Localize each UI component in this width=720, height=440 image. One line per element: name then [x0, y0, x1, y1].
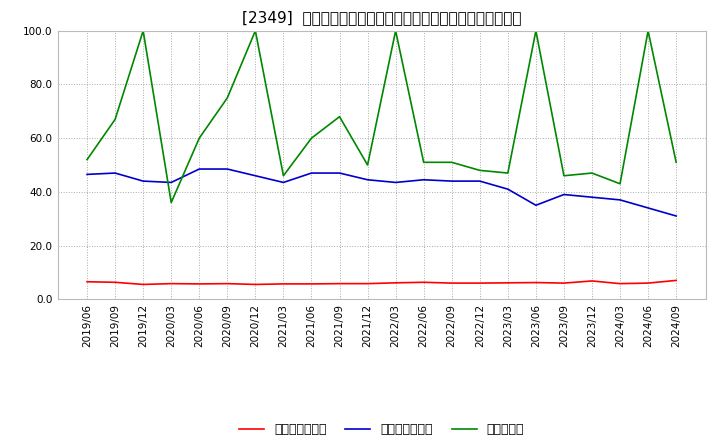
売上債権回転率	[672, 278, 680, 283]
買入債務回転率	[195, 166, 204, 172]
在庫回転率	[251, 28, 260, 33]
買入債務回転率	[139, 179, 148, 184]
買入債務回転率	[251, 173, 260, 178]
在庫回転率	[588, 170, 596, 176]
在庫回転率	[307, 136, 316, 141]
買入債務回転率	[616, 197, 624, 202]
売上債権回転率	[195, 281, 204, 286]
Title: [2349]  売上債権回転率、買入債務回転率、在庫回転率の推移: [2349] 売上債権回転率、買入債務回転率、在庫回転率の推移	[242, 11, 521, 26]
買入債務回転率	[111, 170, 120, 176]
Line: 売上債権回転率: 売上債権回転率	[87, 280, 676, 284]
在庫回転率	[364, 162, 372, 168]
在庫回転率	[475, 168, 484, 173]
買入債務回転率	[588, 194, 596, 200]
売上債権回転率	[447, 280, 456, 286]
売上債権回転率	[251, 282, 260, 287]
在庫回転率	[644, 28, 652, 33]
買入債務回転率	[307, 170, 316, 176]
買入債務回転率	[531, 202, 540, 208]
買入債務回転率	[223, 166, 232, 172]
買入債務回転率	[672, 213, 680, 219]
売上債権回転率	[364, 281, 372, 286]
買入債務回転率	[503, 187, 512, 192]
買入債務回転率	[391, 180, 400, 185]
在庫回転率	[672, 160, 680, 165]
売上債権回転率	[503, 280, 512, 286]
在庫回転率	[195, 136, 204, 141]
買入債務回転率	[475, 179, 484, 184]
在庫回転率	[531, 28, 540, 33]
買入債務回転率	[83, 172, 91, 177]
売上債権回転率	[111, 280, 120, 285]
Line: 買入債務回転率: 買入債務回転率	[87, 169, 676, 216]
買入債務回転率	[419, 177, 428, 183]
売上債権回転率	[139, 282, 148, 287]
在庫回転率	[447, 160, 456, 165]
Legend: 売上債権回転率, 買入債務回転率, 在庫回転率: 売上債権回転率, 買入債務回転率, 在庫回転率	[234, 418, 529, 440]
買入債務回転率	[279, 180, 288, 185]
買入債務回転率	[644, 205, 652, 211]
在庫回転率	[167, 200, 176, 205]
在庫回転率	[83, 157, 91, 162]
売上債権回転率	[475, 280, 484, 286]
売上債権回転率	[223, 281, 232, 286]
買入債務回転率	[364, 177, 372, 183]
売上債権回転率	[419, 280, 428, 285]
売上債権回転率	[531, 280, 540, 285]
売上債権回転率	[336, 281, 344, 286]
売上債権回転率	[83, 279, 91, 284]
売上債権回転率	[307, 281, 316, 286]
買入債務回転率	[336, 170, 344, 176]
買入債務回転率	[447, 179, 456, 184]
売上債権回転率	[588, 279, 596, 284]
売上債権回転率	[559, 280, 568, 286]
在庫回転率	[139, 28, 148, 33]
在庫回転率	[391, 28, 400, 33]
売上債権回転率	[279, 281, 288, 286]
在庫回転率	[616, 181, 624, 187]
在庫回転率	[223, 95, 232, 101]
在庫回転率	[419, 160, 428, 165]
買入債務回転率	[167, 180, 176, 185]
在庫回転率	[559, 173, 568, 178]
売上債権回転率	[644, 280, 652, 286]
売上債権回転率	[167, 281, 176, 286]
在庫回転率	[111, 117, 120, 122]
買入債務回転率	[559, 192, 568, 197]
売上債権回転率	[391, 280, 400, 286]
Line: 在庫回転率: 在庫回転率	[87, 31, 676, 202]
在庫回転率	[279, 173, 288, 178]
在庫回転率	[336, 114, 344, 119]
売上債権回転率	[616, 281, 624, 286]
在庫回転率	[503, 170, 512, 176]
